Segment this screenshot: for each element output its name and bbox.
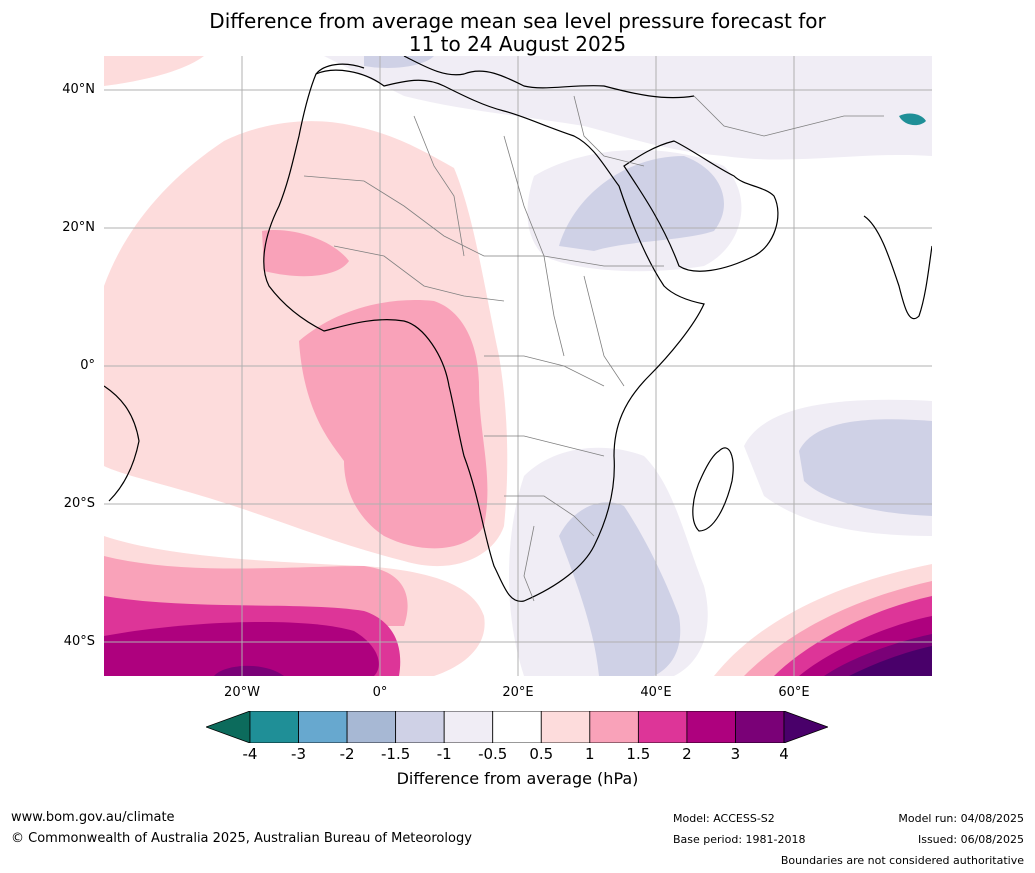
anomaly-pos05-northwest bbox=[104, 56, 204, 86]
lon-label-20e: 20°E bbox=[502, 685, 534, 700]
footer-base-period: Base period: 1981-2018 bbox=[673, 833, 806, 846]
anomaly-pos1-guinea bbox=[299, 300, 488, 549]
colorbar-tick-label: 1.5 bbox=[626, 745, 651, 763]
lon-label-20w: 20°W bbox=[224, 685, 260, 700]
footer-website: www.bom.gov.au/climate bbox=[11, 810, 175, 825]
colorbar-bin bbox=[589, 711, 639, 743]
colorbar-bin bbox=[298, 711, 348, 743]
colorbar-bin bbox=[395, 711, 445, 743]
colorbar bbox=[206, 711, 828, 743]
graticule bbox=[104, 56, 932, 676]
anomaly-neg05-north bbox=[324, 56, 932, 160]
madagascar-coastline bbox=[692, 447, 734, 532]
title-line-2: 11 to 24 August 2025 bbox=[408, 32, 627, 56]
colorbar-bin bbox=[540, 711, 591, 743]
lon-label-0: 0° bbox=[372, 685, 388, 700]
anomaly-neg3-caspian bbox=[899, 113, 926, 126]
chart-title: Difference from average mean sea level p… bbox=[0, 10, 1035, 56]
footer-copyright: © Commonwealth of Australia 2025, Austra… bbox=[11, 831, 472, 846]
colorbar-tick-label: -1 bbox=[436, 745, 452, 763]
south-america-coastline bbox=[104, 385, 140, 502]
colorbar-over-arrow bbox=[783, 711, 828, 743]
map-svg bbox=[104, 56, 932, 676]
pressure-anomaly-map bbox=[104, 56, 932, 676]
colorbar-tick-label: -1.5 bbox=[380, 745, 411, 763]
anomaly-pos2-south bbox=[104, 621, 379, 676]
colorbar-bin bbox=[637, 711, 688, 743]
colorbar-tick-label: 4 bbox=[779, 745, 789, 763]
colorbar-bins bbox=[249, 711, 785, 743]
colorbar-under-arrow bbox=[206, 711, 251, 743]
colorbar-title: Difference from average (hPa) bbox=[396, 769, 639, 788]
lat-label-20s: 20°S bbox=[63, 496, 95, 511]
colorbar-tick-label: 0.5 bbox=[529, 745, 554, 763]
lat-label-20n: 20°N bbox=[62, 220, 95, 235]
anomaly-pos3-south bbox=[214, 665, 284, 676]
lon-label-60e: 60°E bbox=[778, 685, 810, 700]
anomaly-neg1-north bbox=[364, 56, 434, 68]
anomaly-pos4-southeast bbox=[849, 646, 932, 676]
footer-model: Model: ACCESS-S2 bbox=[673, 812, 775, 825]
lat-label-40s: 40°S bbox=[63, 634, 95, 649]
colorbar-bin bbox=[686, 711, 736, 743]
lon-label-40e: 40°E bbox=[640, 685, 672, 700]
anomaly-neg1-indian bbox=[799, 419, 932, 516]
colorbar-bin bbox=[735, 711, 785, 743]
europe-coastline bbox=[315, 56, 695, 99]
india-coastline bbox=[863, 215, 932, 320]
colorbar-bin bbox=[249, 711, 299, 743]
anomaly-neg1-arabia bbox=[559, 156, 724, 251]
footer-issued: Issued: 06/08/2025 bbox=[917, 833, 1024, 846]
footer-model-run: Model run: 04/08/2025 bbox=[898, 812, 1024, 825]
colorbar-tick-label: -3 bbox=[291, 745, 307, 763]
country-borders bbox=[303, 95, 884, 602]
colorbar-tick-label: -2 bbox=[339, 745, 355, 763]
colorbar-bin bbox=[443, 711, 494, 743]
africa-coastline bbox=[263, 69, 705, 602]
colorbar-bin bbox=[492, 711, 542, 743]
colorbar-tick-label: 2 bbox=[682, 745, 692, 763]
arabia-coastline bbox=[623, 140, 779, 272]
colorbar-tick-label: 1 bbox=[585, 745, 595, 763]
lat-label-40n: 40°N bbox=[62, 82, 95, 97]
anomaly-pos1-west-africa bbox=[262, 230, 349, 277]
lat-label-0: 0° bbox=[80, 358, 95, 373]
colorbar-bin bbox=[346, 711, 397, 743]
colorbar-tick-label: -4 bbox=[242, 745, 258, 763]
colorbar-tick-label: 3 bbox=[730, 745, 741, 763]
anomaly-neg1-south-africa bbox=[559, 502, 681, 676]
colorbar-tick-label: -0.5 bbox=[478, 745, 508, 763]
title-line-1: Difference from average mean sea level p… bbox=[209, 9, 826, 33]
footer-disclaimer: Boundaries are not considered authoritat… bbox=[780, 854, 1024, 867]
